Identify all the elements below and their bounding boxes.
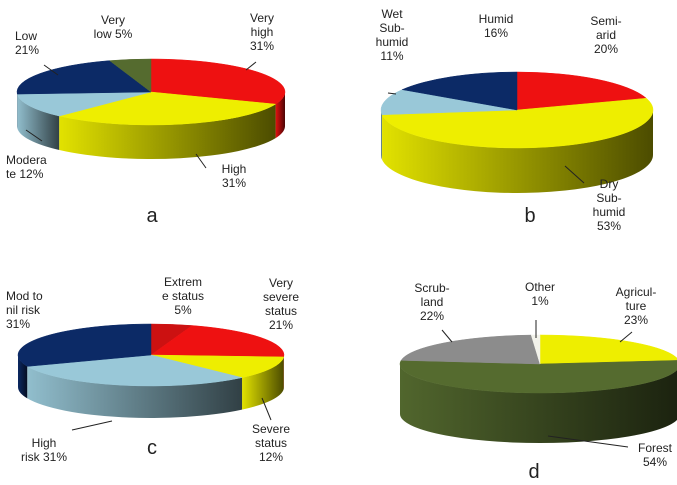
slice-label-agriculture: Agricul-ture 23% [616,285,657,327]
panel-label-c: c [147,437,157,459]
pie-side-forest [400,364,677,443]
pie-slice-scrub-land [400,334,541,365]
leader-line-moderate [25,129,43,142]
leader-line-severe-status [261,397,272,421]
leader-line-very-high [245,61,257,71]
slice-label-high: High 31% [222,162,247,190]
leader-line-high [195,153,207,169]
slice-label-semi-arid: Semi-arid 20% [590,14,621,56]
slice-label-very-low: Very low 5% [94,13,133,41]
leader-line-high-risk [71,420,113,431]
pie-slice-humid [401,71,518,111]
pie-side-severe-status [242,356,284,410]
panel-label-a: a [146,205,158,227]
pie-slice-agriculture [539,334,677,365]
pie-chart-c: Extrem e status 5% Very severe status 21% Sever… [6,275,299,464]
pie-side-high-risk [27,366,243,418]
pie-slice-forest [399,360,677,394]
slice-label-severe-status: Severe status 12% [252,422,290,464]
slice-label-wet-sub-humid: Wet Sub-humid 11% [376,7,409,63]
pie-side-wet-sub-humid [381,110,383,160]
pie-slice-very-high [150,58,286,105]
slice-label-low: Low 21% [15,29,39,57]
leader-line-agriculture [619,331,633,343]
slice-label-very-severe-status: Very severe status 21% [263,276,299,332]
pie-slice-semi-arid [516,71,647,111]
leader-line-scrub-land [441,329,453,343]
pie-side-mod-to-nil-risk [18,355,28,399]
pie-slice-very-severe-status [150,325,285,358]
pie-side-dry-sub-humid [382,110,653,194]
pie-slice-mod-to-nil-risk [17,323,152,367]
pie-chart-a: Very high 31% High 31% Modera te 12% Low 21% Very… [6,11,286,227]
pie-slice-severe-status [150,354,285,378]
slice-label-humid: Humid 16% [479,12,514,40]
slice-label-extreme-status: Extrem e status 5% [162,275,204,317]
pie-slice-high [59,91,277,126]
panel-label-d: d [528,461,539,483]
pie-chart-d: Agricul-ture 23% Forest 54% Scrub-land 22% Oth… [399,280,677,483]
leader-line-dry-sub-humid [564,165,585,184]
slice-label-scrub-land: Scrub-land 22% [414,281,449,323]
slice-label-other: Other 1% [525,280,555,308]
pie-slice-high-risk [26,354,243,387]
slice-label-dry-sub-humid: Dry Sub-humid 53% [593,177,626,233]
leader-line-wet-sub-humid [387,92,397,95]
pie-slice-moderate [16,91,152,117]
leader-line-low [43,64,59,76]
pie-side-very-high [275,92,285,139]
pie-slice-very-low [108,58,152,93]
pie-chart-b: Semi-arid 20% Dry Sub-humid 53% Wet Sub-humid 1… [376,7,654,233]
pie-slice-low [16,60,152,95]
pie-slice-dry-sub-humid [381,97,654,149]
slice-label-high-risk: High risk 31% [21,436,67,464]
leader-line-forest [547,435,629,448]
pie-side-high [59,104,276,159]
pie-slice-wet-sub-humid [380,89,518,116]
slice-label-forest: Forest 54% [638,441,673,469]
pie-side-moderate [17,94,60,151]
slice-label-moderate: Modera te 12% [6,153,47,181]
slice-label-mod-to-nil-risk: Mod to nil risk 31% [6,289,43,331]
slice-label-very-high: Very high 31% [250,11,274,53]
panel-label-b: b [524,205,535,227]
